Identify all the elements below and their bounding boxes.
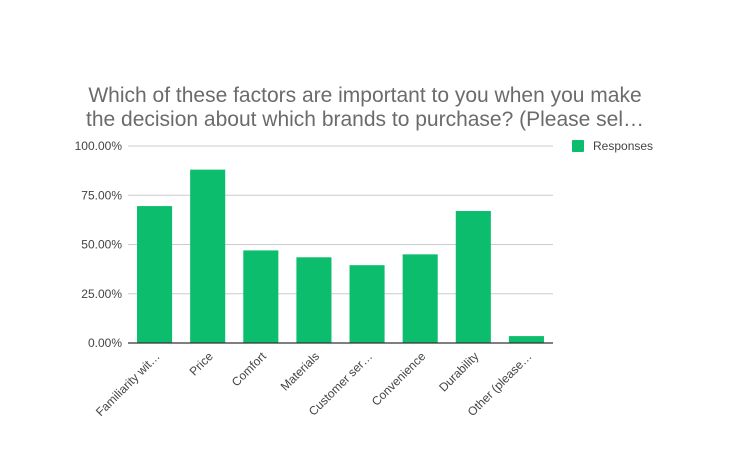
x-category-label: Convenience <box>369 349 429 409</box>
legend-label: Responses <box>593 139 653 153</box>
x-category-label: Familiarity wit… <box>93 349 163 419</box>
y-tick-label: 75.00% <box>81 188 122 202</box>
bar <box>455 211 491 343</box>
chart-title-line-1: Which of these factors are important to … <box>88 84 641 107</box>
bar <box>508 336 544 343</box>
bar <box>190 169 226 343</box>
bar <box>137 206 173 343</box>
x-axis-category-labels: Familiarity wit… Price Comfort MaterialsCus… <box>93 349 535 419</box>
y-tick-label: 100.00% <box>75 139 123 153</box>
bar <box>296 257 332 343</box>
y-axis-tick-labels: 0.00% 25.00% 50.00% 75.00% 100.00% <box>75 139 123 350</box>
y-tick-label: 25.00% <box>81 287 122 301</box>
x-category-label: Materials <box>278 349 322 393</box>
bar <box>243 250 279 343</box>
y-tick-label: 50.00% <box>81 238 122 252</box>
chart-title: Which of these factors are important to … <box>86 84 644 131</box>
x-category-label: Price <box>187 349 216 378</box>
y-tick-label: 0.00% <box>88 336 122 350</box>
bar <box>349 265 385 343</box>
x-category-label: Comfort <box>229 349 270 390</box>
chart-title-line-2: the decision about which brands to purch… <box>86 108 644 131</box>
legend: Responses <box>572 139 653 153</box>
bars <box>137 169 544 343</box>
x-category-label: Durability <box>436 349 481 394</box>
bar <box>402 254 438 343</box>
legend-swatch <box>572 140 584 152</box>
